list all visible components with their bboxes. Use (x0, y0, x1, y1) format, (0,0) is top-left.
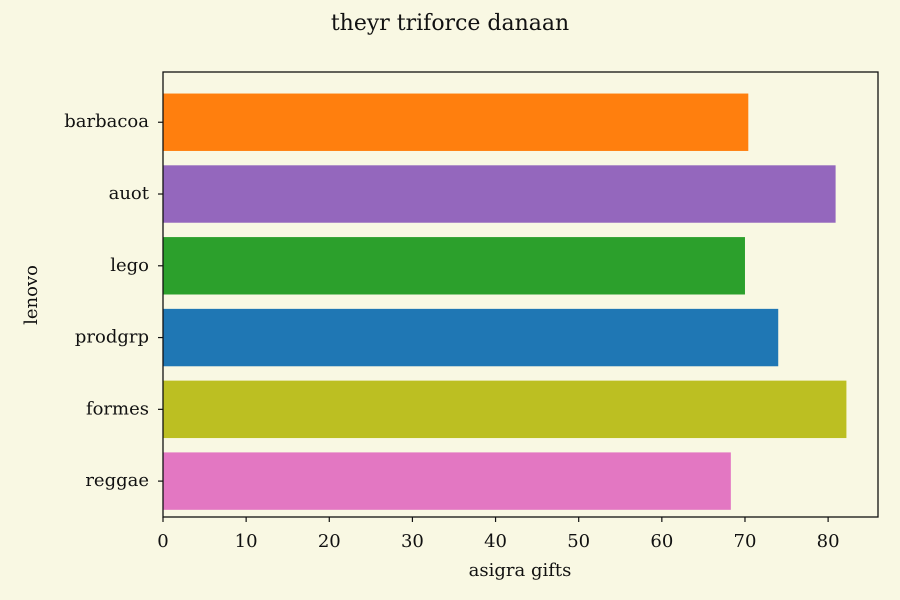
x-tick-label: 60 (650, 531, 673, 552)
bar-lego (163, 237, 745, 295)
y-tick-label: barbacoa (64, 111, 149, 132)
y-axis-ticks: barbacoa auot lego prodgrp formes reggae (64, 111, 163, 491)
x-tick-label: 30 (401, 531, 424, 552)
bar-auot (163, 165, 836, 223)
bar-formes (163, 380, 847, 439)
y-tick-label: prodgrp (75, 327, 149, 348)
y-tick-label: auot (109, 183, 150, 204)
x-axis-ticks: 0 10 20 30 40 50 60 70 80 (157, 517, 840, 552)
x-tick-label: 10 (235, 531, 258, 552)
bars-group (163, 93, 847, 510)
x-tick-label: 80 (817, 531, 840, 552)
chart-title: theyr triforce danaan (331, 11, 569, 36)
x-tick-label: 50 (567, 531, 590, 552)
y-tick-label: formes (86, 398, 149, 419)
x-axis-label: asigra gifts (469, 560, 572, 581)
x-tick-label: 40 (484, 531, 507, 552)
x-tick-label: 70 (734, 531, 757, 552)
x-tick-label: 20 (318, 531, 341, 552)
x-tick-label: 0 (157, 531, 168, 552)
y-tick-label: lego (110, 255, 149, 276)
bar-barbacoa (163, 93, 749, 151)
y-tick-label: reggae (85, 470, 149, 491)
bar-prodgrp (163, 308, 779, 367)
y-axis-label: lenovo (21, 265, 42, 325)
plot-frame (162, 71, 879, 518)
bar-reggae (163, 452, 731, 510)
